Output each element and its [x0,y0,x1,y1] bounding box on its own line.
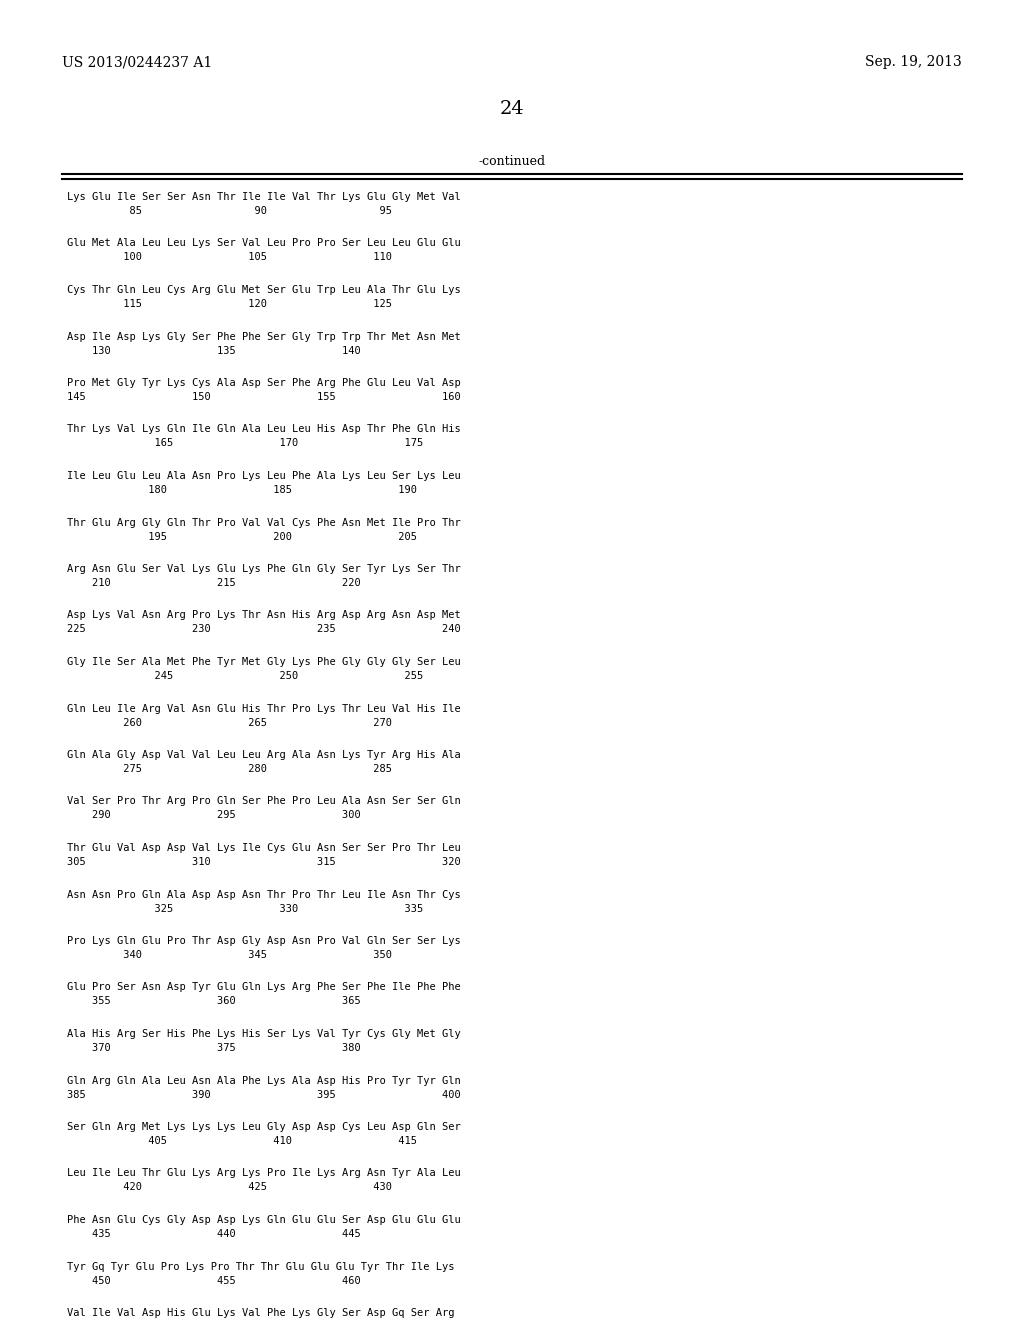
Text: Gln Leu Ile Arg Val Asn Glu His Thr Pro Lys Thr Leu Val His Ile: Gln Leu Ile Arg Val Asn Glu His Thr Pro … [67,704,461,714]
Text: Ser Gln Arg Met Lys Lys Lys Leu Gly Asp Asp Cys Leu Asp Gln Ser: Ser Gln Arg Met Lys Lys Lys Leu Gly Asp … [67,1122,461,1133]
Text: Pro Met Gly Tyr Lys Cys Ala Asp Ser Phe Arg Phe Glu Leu Val Asp: Pro Met Gly Tyr Lys Cys Ala Asp Ser Phe … [67,378,461,388]
Text: 340                 345                 350: 340 345 350 [67,950,392,960]
Text: 195                 200                 205: 195 200 205 [67,532,417,541]
Text: 100                 105                 110: 100 105 110 [67,252,392,263]
Text: 85                  90                  95: 85 90 95 [67,206,392,216]
Text: 130                 135                 140: 130 135 140 [67,346,360,355]
Text: Asp Lys Val Asn Arg Pro Lys Thr Asn His Arg Asp Arg Asn Asp Met: Asp Lys Val Asn Arg Pro Lys Thr Asn His … [67,610,461,620]
Text: Glu Met Ala Leu Leu Lys Ser Val Leu Pro Pro Ser Leu Leu Glu Glu: Glu Met Ala Leu Leu Lys Ser Val Leu Pro … [67,239,461,248]
Text: 450                 455                 460: 450 455 460 [67,1275,360,1286]
Text: 275                 280                 285: 275 280 285 [67,764,392,774]
Text: Gly Ile Ser Ala Met Phe Tyr Met Gly Lys Phe Gly Gly Gly Ser Leu: Gly Ile Ser Ala Met Phe Tyr Met Gly Lys … [67,657,461,667]
Text: 165                 170                 175: 165 170 175 [67,438,423,449]
Text: 420                 425                 430: 420 425 430 [67,1183,392,1192]
Text: 405                 410                 415: 405 410 415 [67,1137,417,1146]
Text: 325                 330                 335: 325 330 335 [67,903,423,913]
Text: Pro Lys Gln Glu Pro Thr Asp Gly Asp Asn Pro Val Gln Ser Ser Lys: Pro Lys Gln Glu Pro Thr Asp Gly Asp Asn … [67,936,461,946]
Text: Phe Asn Glu Cys Gly Asp Asp Lys Gln Glu Glu Ser Asp Glu Glu Glu: Phe Asn Glu Cys Gly Asp Asp Lys Gln Glu … [67,1214,461,1225]
Text: Asn Asn Pro Gln Ala Asp Asp Asn Thr Pro Thr Leu Ile Asn Thr Cys: Asn Asn Pro Gln Ala Asp Asp Asn Thr Pro … [67,890,461,899]
Text: Thr Glu Arg Gly Gln Thr Pro Val Val Cys Phe Asn Met Ile Pro Thr: Thr Glu Arg Gly Gln Thr Pro Val Val Cys … [67,517,461,528]
Text: Arg Asn Glu Ser Val Lys Glu Lys Phe Gln Gly Ser Tyr Lys Ser Thr: Arg Asn Glu Ser Val Lys Glu Lys Phe Gln … [67,564,461,574]
Text: Thr Lys Val Lys Gln Ile Gln Ala Leu Leu His Asp Thr Phe Gln His: Thr Lys Val Lys Gln Ile Gln Ala Leu Leu … [67,425,461,434]
Text: 290                 295                 300: 290 295 300 [67,810,360,821]
Text: Gln Ala Gly Asp Val Val Leu Leu Arg Ala Asn Lys Tyr Arg His Ala: Gln Ala Gly Asp Val Val Leu Leu Arg Ala … [67,750,461,760]
Text: 305                 310                 315                 320: 305 310 315 320 [67,857,461,867]
Text: 115                 120                 125: 115 120 125 [67,300,392,309]
Text: 355                 360                 365: 355 360 365 [67,997,360,1006]
Text: Leu Ile Leu Thr Glu Lys Arg Lys Pro Ile Lys Arg Asn Tyr Ala Leu: Leu Ile Leu Thr Glu Lys Arg Lys Pro Ile … [67,1168,461,1179]
Text: 260                 265                 270: 260 265 270 [67,718,392,727]
Text: Lys Glu Ile Ser Ser Asn Thr Ile Ile Val Thr Lys Glu Gly Met Val: Lys Glu Ile Ser Ser Asn Thr Ile Ile Val … [67,191,461,202]
Text: 145                 150                 155                 160: 145 150 155 160 [67,392,461,403]
Text: Tyr Gq Tyr Glu Pro Lys Pro Thr Thr Glu Glu Glu Tyr Thr Ile Lys: Tyr Gq Tyr Glu Pro Lys Pro Thr Thr Glu G… [67,1262,455,1271]
Text: Glu Pro Ser Asn Asp Tyr Glu Gln Lys Arg Phe Ser Phe Ile Phe Phe: Glu Pro Ser Asn Asp Tyr Glu Gln Lys Arg … [67,982,461,993]
Text: 225                 230                 235                 240: 225 230 235 240 [67,624,461,635]
Text: Val Ser Pro Thr Arg Pro Gln Ser Phe Pro Leu Ala Asn Ser Ser Gln: Val Ser Pro Thr Arg Pro Gln Ser Phe Pro … [67,796,461,807]
Text: 370                 375                 380: 370 375 380 [67,1043,360,1053]
Text: 385                 390                 395                 400: 385 390 395 400 [67,1089,461,1100]
Text: 245                 250                 255: 245 250 255 [67,671,423,681]
Text: Sep. 19, 2013: Sep. 19, 2013 [865,55,962,69]
Text: -continued: -continued [478,154,546,168]
Text: Gln Arg Gln Ala Leu Asn Ala Phe Lys Ala Asp His Pro Tyr Tyr Gln: Gln Arg Gln Ala Leu Asn Ala Phe Lys Ala … [67,1076,461,1085]
Text: Asp Ile Asp Lys Gly Ser Phe Phe Ser Gly Trp Trp Thr Met Asn Met: Asp Ile Asp Lys Gly Ser Phe Phe Ser Gly … [67,331,461,342]
Text: 435                 440                 445: 435 440 445 [67,1229,360,1239]
Text: Ile Leu Glu Leu Ala Asn Pro Lys Leu Phe Ala Lys Leu Ser Lys Leu: Ile Leu Glu Leu Ala Asn Pro Lys Leu Phe … [67,471,461,480]
Text: Val Ile Val Asp His Glu Lys Val Phe Lys Gly Ser Asp Gq Ser Arg: Val Ile Val Asp His Glu Lys Val Phe Lys … [67,1308,455,1317]
Text: 180                 185                 190: 180 185 190 [67,484,417,495]
Text: Cys Thr Gln Leu Cys Arg Glu Met Ser Glu Trp Leu Ala Thr Glu Lys: Cys Thr Gln Leu Cys Arg Glu Met Ser Glu … [67,285,461,294]
Text: Ala His Arg Ser His Phe Lys His Ser Lys Val Tyr Cys Gly Met Gly: Ala His Arg Ser His Phe Lys His Ser Lys … [67,1030,461,1039]
Text: 210                 215                 220: 210 215 220 [67,578,360,587]
Text: US 2013/0244237 A1: US 2013/0244237 A1 [62,55,212,69]
Text: 24: 24 [500,100,524,117]
Text: Thr Glu Val Asp Asp Val Lys Ile Cys Glu Asn Ser Ser Pro Thr Leu: Thr Glu Val Asp Asp Val Lys Ile Cys Glu … [67,843,461,853]
